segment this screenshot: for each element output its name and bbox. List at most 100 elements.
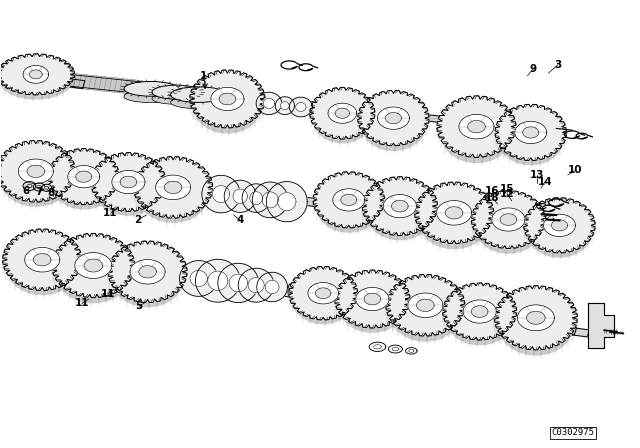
Polygon shape xyxy=(316,288,331,298)
Polygon shape xyxy=(75,253,112,279)
Polygon shape xyxy=(23,65,49,83)
Polygon shape xyxy=(152,91,200,100)
Polygon shape xyxy=(208,271,228,290)
Polygon shape xyxy=(463,300,496,323)
Polygon shape xyxy=(252,182,288,218)
Polygon shape xyxy=(419,193,489,249)
Polygon shape xyxy=(45,186,49,189)
Polygon shape xyxy=(499,114,563,164)
Polygon shape xyxy=(543,214,575,237)
Polygon shape xyxy=(459,114,494,139)
Polygon shape xyxy=(195,259,240,302)
Polygon shape xyxy=(156,175,191,200)
Polygon shape xyxy=(202,175,240,213)
Polygon shape xyxy=(383,194,417,218)
Polygon shape xyxy=(194,81,260,133)
Polygon shape xyxy=(120,176,137,188)
Polygon shape xyxy=(6,70,84,89)
Text: 10: 10 xyxy=(568,165,582,176)
Polygon shape xyxy=(190,70,265,128)
Polygon shape xyxy=(164,181,182,194)
Polygon shape xyxy=(335,108,349,118)
Polygon shape xyxy=(317,181,381,232)
Polygon shape xyxy=(108,241,187,302)
Polygon shape xyxy=(56,245,131,302)
Text: 2: 2 xyxy=(134,215,141,224)
Polygon shape xyxy=(445,207,463,219)
Polygon shape xyxy=(409,349,414,352)
Polygon shape xyxy=(289,267,358,320)
Text: 18: 18 xyxy=(485,193,500,203)
Polygon shape xyxy=(76,171,92,182)
Polygon shape xyxy=(390,286,461,341)
Polygon shape xyxy=(406,348,417,354)
Polygon shape xyxy=(3,229,82,290)
Polygon shape xyxy=(6,166,589,235)
Text: 7: 7 xyxy=(35,187,43,197)
Text: 5: 5 xyxy=(136,301,143,311)
Polygon shape xyxy=(29,70,42,79)
Polygon shape xyxy=(287,285,577,335)
Ellipse shape xyxy=(171,87,227,103)
Polygon shape xyxy=(335,270,410,328)
Polygon shape xyxy=(369,342,386,352)
Polygon shape xyxy=(308,283,339,304)
Polygon shape xyxy=(139,266,156,278)
Text: C0302975: C0302975 xyxy=(551,428,594,438)
Polygon shape xyxy=(278,193,296,211)
Polygon shape xyxy=(310,87,375,139)
Polygon shape xyxy=(219,93,236,105)
Polygon shape xyxy=(257,272,287,302)
Polygon shape xyxy=(52,158,116,209)
Polygon shape xyxy=(367,187,433,240)
Polygon shape xyxy=(33,183,45,191)
Polygon shape xyxy=(134,157,212,218)
Polygon shape xyxy=(524,198,595,253)
Polygon shape xyxy=(378,107,410,129)
Polygon shape xyxy=(358,90,429,146)
Polygon shape xyxy=(527,311,545,324)
Polygon shape xyxy=(415,182,493,244)
Polygon shape xyxy=(95,162,162,215)
Polygon shape xyxy=(171,94,227,104)
Ellipse shape xyxy=(152,85,200,99)
Text: 12: 12 xyxy=(500,189,515,199)
Polygon shape xyxy=(392,347,399,351)
Polygon shape xyxy=(1,151,71,206)
Ellipse shape xyxy=(124,82,177,96)
Polygon shape xyxy=(468,121,485,133)
Polygon shape xyxy=(256,92,282,115)
Polygon shape xyxy=(443,283,516,340)
Polygon shape xyxy=(392,200,408,212)
Text: 16: 16 xyxy=(485,185,500,195)
Polygon shape xyxy=(492,208,525,231)
Polygon shape xyxy=(76,259,270,290)
Polygon shape xyxy=(471,306,488,317)
Polygon shape xyxy=(266,181,307,222)
Text: 9: 9 xyxy=(530,64,537,73)
Polygon shape xyxy=(229,274,248,292)
Polygon shape xyxy=(130,259,165,284)
Polygon shape xyxy=(517,305,554,331)
Polygon shape xyxy=(339,280,406,332)
Polygon shape xyxy=(211,87,244,111)
Polygon shape xyxy=(179,261,218,296)
Polygon shape xyxy=(437,96,516,157)
Text: 8: 8 xyxy=(47,188,54,198)
Polygon shape xyxy=(23,181,36,190)
Polygon shape xyxy=(374,345,381,349)
Polygon shape xyxy=(190,271,207,287)
Polygon shape xyxy=(27,184,32,188)
Polygon shape xyxy=(7,239,77,295)
Polygon shape xyxy=(296,103,306,112)
Polygon shape xyxy=(472,190,545,249)
Ellipse shape xyxy=(152,93,200,104)
Polygon shape xyxy=(91,153,166,211)
Text: 11: 11 xyxy=(100,289,115,299)
Polygon shape xyxy=(495,104,566,160)
Polygon shape xyxy=(124,88,177,98)
Polygon shape xyxy=(475,200,541,253)
Polygon shape xyxy=(19,167,180,192)
Polygon shape xyxy=(523,127,539,138)
Polygon shape xyxy=(242,184,270,212)
